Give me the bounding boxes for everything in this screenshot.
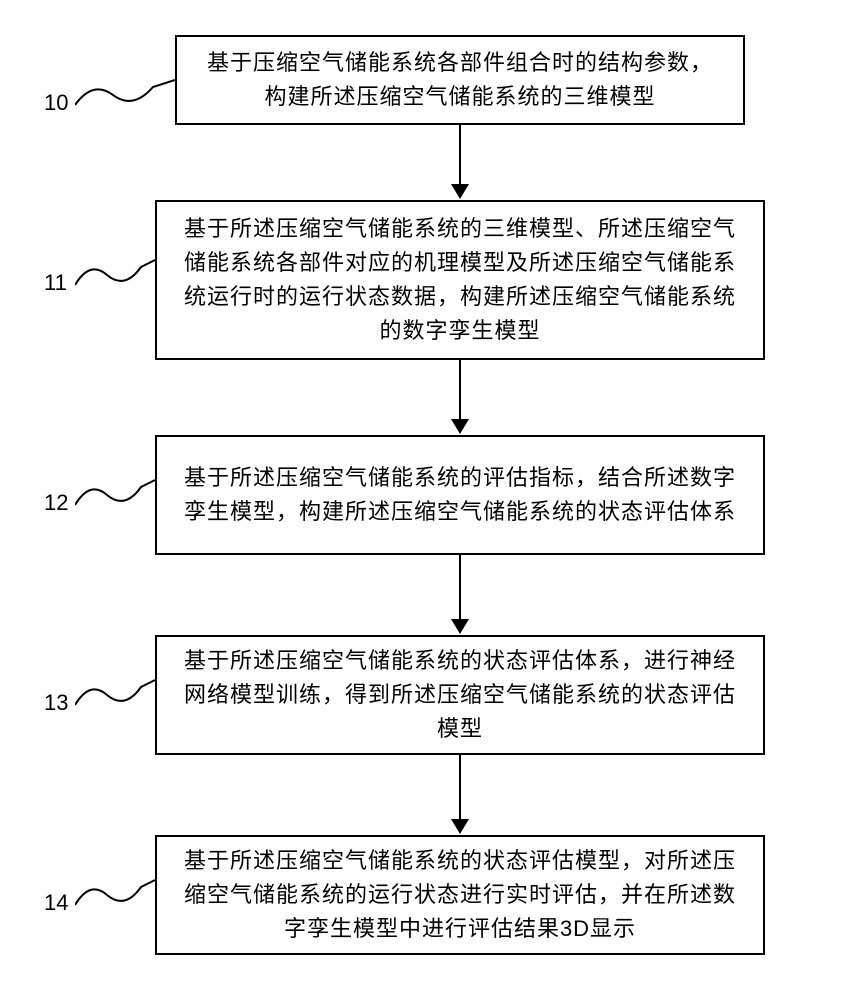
box-text: 基于压缩空气储能系统各部件组合时的结构参数，构建所述压缩空气储能系统的三维模型 <box>199 46 721 114</box>
step-label-10: 10 <box>44 90 68 116</box>
flowchart-box-14: 基于所述压缩空气储能系统的状态评估模型，对所述压缩空气储能系统的运行状态进行实时… <box>155 835 765 955</box>
step-number: 10 <box>44 90 68 115</box>
flowchart-box-12: 基于所述压缩空气储能系统的评估指标，结合所述数字孪生模型，构建所述压缩空气储能系… <box>155 435 765 555</box>
box-text: 基于所述压缩空气储能系统的三维模型、所述压缩空气储能系统各部件对应的机理模型及所… <box>179 212 741 348</box>
squiggle-connector <box>75 475 155 515</box>
flowchart-box-10: 基于压缩空气储能系统各部件组合时的结构参数，构建所述压缩空气储能系统的三维模型 <box>175 35 745 125</box>
step-number: 12 <box>44 490 68 515</box>
step-label-11: 11 <box>44 270 67 296</box>
squiggle-connector <box>75 675 155 715</box>
box-text: 基于所述压缩空气储能系统的状态评估模型，对所述压缩空气储能系统的运行状态进行实时… <box>179 844 741 946</box>
flowchart-arrow <box>451 125 469 199</box>
box-text: 基于所述压缩空气储能系统的评估指标，结合所述数字孪生模型，构建所述压缩空气储能系… <box>179 461 741 529</box>
step-number: 14 <box>44 890 68 915</box>
flowchart-arrow <box>451 555 469 634</box>
squiggle-connector <box>75 75 175 115</box>
squiggle-connector <box>75 875 155 915</box>
flowchart-container: 10 基于压缩空气储能系统各部件组合时的结构参数，构建所述压缩空气储能系统的三维… <box>0 0 849 1000</box>
step-label-14: 14 <box>44 890 68 916</box>
flowchart-box-13: 基于所述压缩空气储能系统的状态评估体系，进行神经网络模型训练，得到所述压缩空气储… <box>155 635 765 755</box>
step-label-13: 13 <box>44 690 68 716</box>
step-number: 11 <box>44 270 67 295</box>
flowchart-arrow <box>451 755 469 834</box>
step-label-12: 12 <box>44 490 68 516</box>
flowchart-arrow <box>451 360 469 434</box>
flowchart-box-11: 基于所述压缩空气储能系统的三维模型、所述压缩空气储能系统各部件对应的机理模型及所… <box>155 200 765 360</box>
step-number: 13 <box>44 690 68 715</box>
box-text: 基于所述压缩空气储能系统的状态评估体系，进行神经网络模型训练，得到所述压缩空气储… <box>179 644 741 746</box>
squiggle-connector <box>75 255 155 295</box>
